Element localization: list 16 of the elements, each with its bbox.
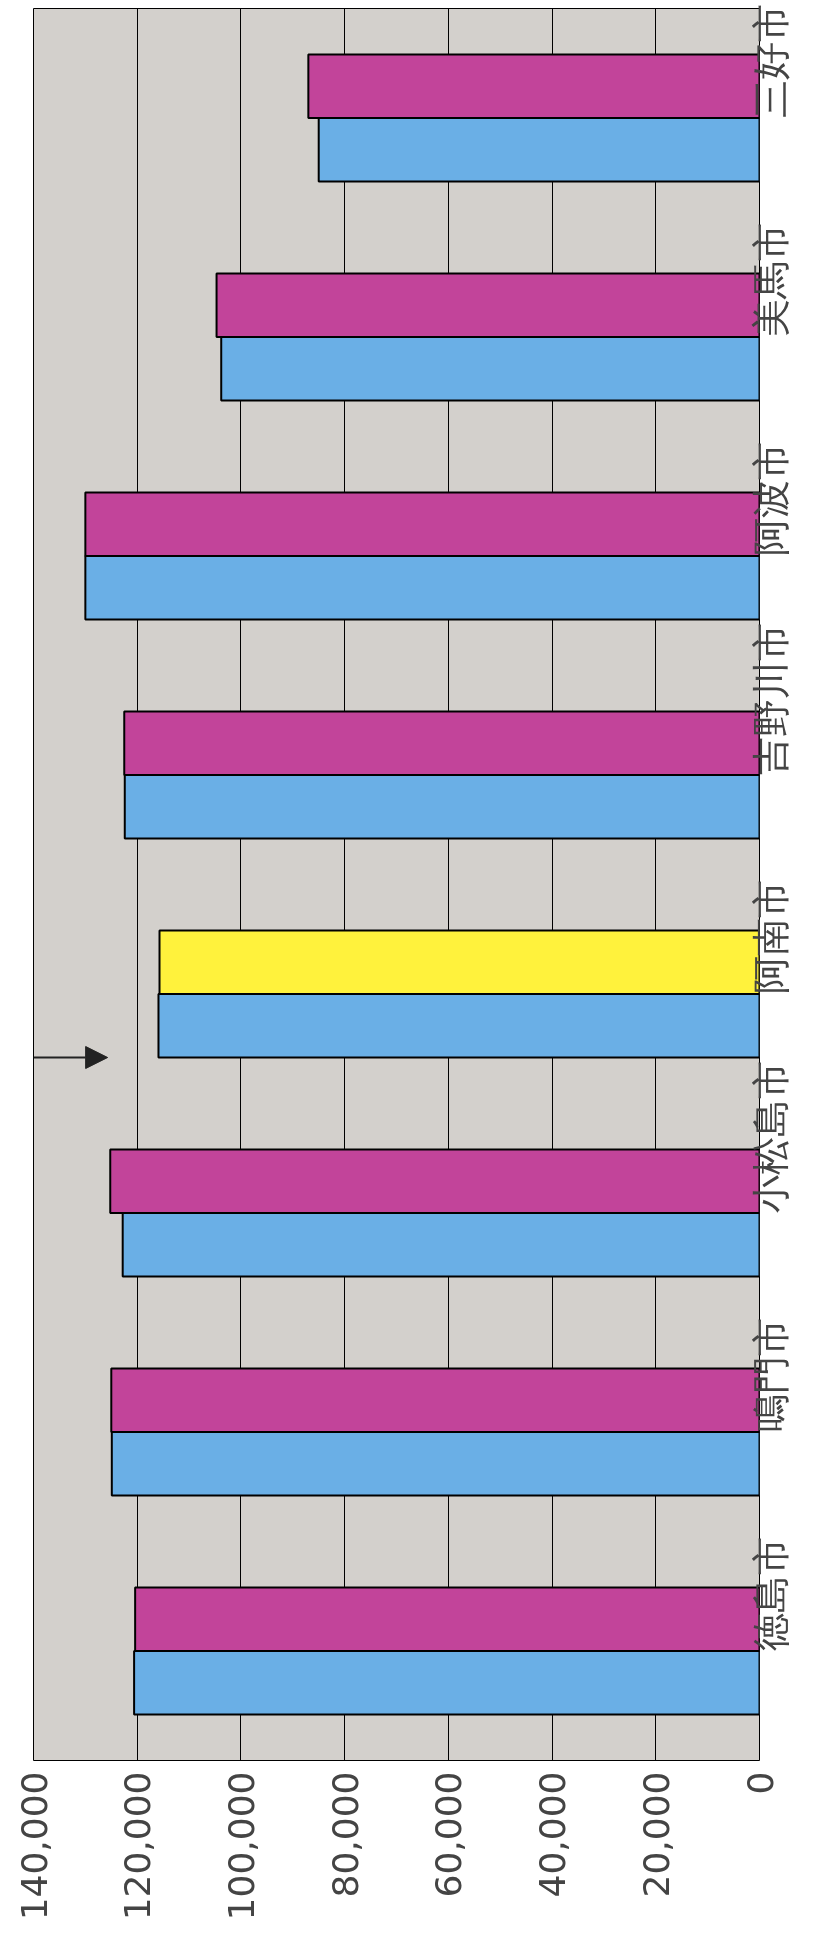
x-tick-label: 0 [739, 1771, 781, 1795]
y-tick-label: 徳島市 [748, 1537, 793, 1651]
y-tick-label: 阿南市 [748, 880, 793, 994]
x-tick-label: 60,000 [428, 1771, 470, 1898]
y-tick-label: 三好市 [748, 4, 793, 118]
x-tick-label: 80,000 [324, 1771, 366, 1898]
y-tick-label: 吉野川市 [748, 623, 793, 775]
y-tick-label: 美馬市 [748, 223, 793, 337]
y-tick-label: 小松島市 [748, 1061, 793, 1213]
x-tick-label: 100,000 [220, 1771, 262, 1921]
y-tick-label: 鳴門市 [748, 1318, 793, 1432]
x-tick-label: 140,000 [13, 1771, 55, 1921]
x-tick-label: 120,000 [117, 1771, 159, 1921]
x-tick-label: 20,000 [635, 1771, 677, 1898]
x-tick-label: 40,000 [532, 1771, 574, 1898]
y-tick-label: 阿波市 [748, 442, 793, 556]
